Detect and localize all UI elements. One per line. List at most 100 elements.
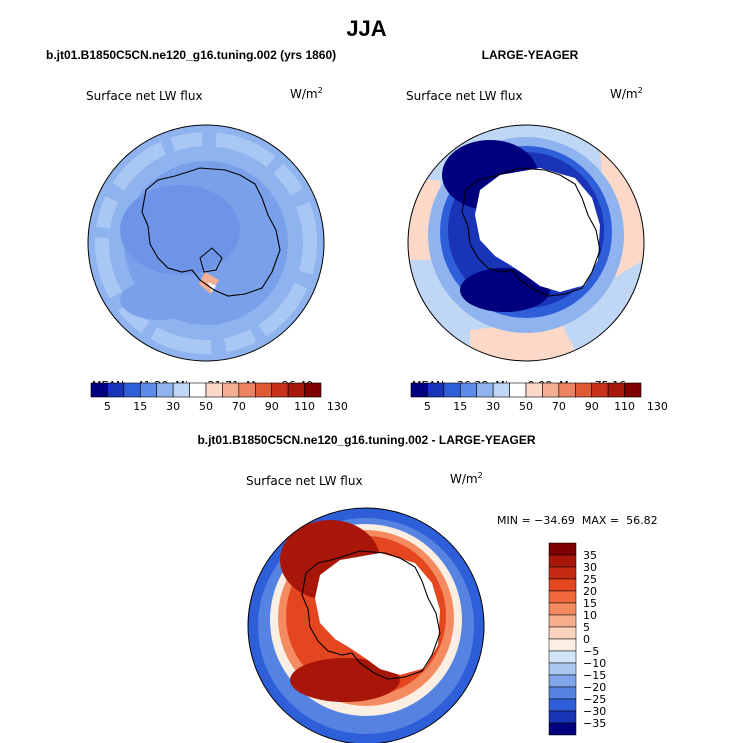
panel1-units-sup: 2 <box>317 86 323 95</box>
colorbar-swatch <box>427 382 445 398</box>
panel3-variable-label: Surface net LW flux <box>246 474 363 488</box>
colorbar-label: 130 <box>327 400 348 413</box>
colorbar-swatch <box>591 382 609 398</box>
panel3-map <box>248 508 484 743</box>
panel2-map <box>408 125 644 361</box>
panel1-map-border <box>87 124 325 362</box>
colorbar-swatch <box>123 382 141 398</box>
colorbar-swatch <box>548 722 577 736</box>
colorbar-swatch <box>287 382 305 398</box>
colorbar-swatch <box>548 662 577 676</box>
panel2-colorbar: 5 15 30 50 70 90 110 130 <box>410 382 668 413</box>
panel2-coastline <box>461 167 601 297</box>
panel2-map-border <box>407 124 645 362</box>
colorbar-swatch <box>548 614 577 628</box>
colorbar-label: 5 <box>583 621 590 634</box>
colorbar-label: −5 <box>583 645 599 658</box>
colorbar-label: −35 <box>583 717 606 730</box>
colorbar-swatch <box>107 382 125 398</box>
colorbar-swatch <box>90 382 108 398</box>
colorbar-swatch <box>410 382 428 398</box>
colorbar-swatch <box>492 382 510 398</box>
panel1-units-text: W/m <box>290 87 318 101</box>
panel1-coastline <box>141 167 281 297</box>
panel1-map <box>88 125 324 361</box>
panel3-units: W/m2 <box>450 471 483 486</box>
colorbar-swatch <box>205 382 223 398</box>
colorbar-swatch <box>476 382 494 398</box>
colorbar-swatch <box>548 554 577 568</box>
panel2-title: LARGE-YEAGER <box>481 48 579 62</box>
colorbar-label: 50 <box>519 400 533 413</box>
colorbar-label: 70 <box>232 400 246 413</box>
colorbar-label: −10 <box>583 657 606 670</box>
colorbar-swatch <box>443 382 461 398</box>
colorbar-swatch <box>238 382 256 398</box>
colorbar-label: 90 <box>265 400 279 413</box>
colorbar-swatch <box>548 686 577 700</box>
colorbar-swatch <box>254 382 273 398</box>
panel1-units: W/m2 <box>290 86 323 101</box>
colorbar-label: 0 <box>583 633 590 646</box>
colorbar-label: 70 <box>552 400 566 413</box>
colorbar-swatch <box>548 578 577 592</box>
colorbar-label: 25 <box>583 573 597 586</box>
panel3-coastline <box>301 550 441 680</box>
panel2-units-text: W/m <box>610 87 638 101</box>
colorbar-swatch <box>222 382 240 398</box>
colorbar-label: 5 <box>424 400 431 413</box>
colorbar-swatch <box>189 382 207 398</box>
colorbar-swatch <box>542 382 560 398</box>
colorbar-label: −15 <box>583 669 606 682</box>
panel2-units: W/m2 <box>610 86 643 101</box>
colorbar-label: 35 <box>583 549 597 562</box>
colorbar-swatch <box>548 542 577 556</box>
colorbar-swatch <box>304 382 322 398</box>
colorbar-label: 110 <box>614 400 635 413</box>
panel1-title: b.jt01.B1850C5CN.ne120_g16.tuning.002 (y… <box>46 48 337 62</box>
colorbar-swatch <box>548 698 577 712</box>
colorbar-swatch <box>624 382 642 398</box>
colorbar-label: 10 <box>583 609 597 622</box>
colorbar-label: 5 <box>104 400 111 413</box>
colorbar-label: 15 <box>133 400 147 413</box>
colorbar-swatch <box>548 710 577 724</box>
colorbar-label: 30 <box>486 400 500 413</box>
colorbar-swatch <box>548 590 577 604</box>
colorbar-swatch <box>558 382 576 398</box>
colorbar-swatch <box>548 602 577 616</box>
colorbar-swatch <box>156 382 174 398</box>
colorbar-label: −20 <box>583 681 606 694</box>
panel3-stats: MIN = −34.69 MAX = 56.82 <box>497 514 658 527</box>
panel2-variable-label: Surface net LW flux <box>406 89 523 103</box>
panel2-units-sup: 2 <box>637 86 643 95</box>
diff-title: b.jt01.B1850C5CN.ne120_g16.tuning.002 - … <box>197 433 536 447</box>
colorbar-swatch <box>271 382 289 398</box>
colorbar-swatch <box>574 382 593 398</box>
colorbar-swatch <box>548 638 577 652</box>
panel1-variable-label: Surface net LW flux <box>86 89 203 103</box>
panel1-colorbar: 5 15 30 50 70 90 110 130 <box>90 382 348 413</box>
panel3-units-text: W/m <box>450 472 478 486</box>
panel3-units-sup: 2 <box>477 471 483 480</box>
colorbar-swatch <box>509 382 527 398</box>
panel3-map-border <box>247 507 485 743</box>
colorbar-label: −30 <box>583 705 606 718</box>
colorbar-swatch <box>548 626 577 640</box>
colorbar-swatch <box>459 382 478 398</box>
colorbar-swatch <box>548 566 577 580</box>
colorbar-label: 130 <box>647 400 668 413</box>
colorbar-label: 50 <box>199 400 213 413</box>
colorbar-swatch <box>525 382 543 398</box>
page-title: JJA <box>346 16 387 41</box>
colorbar-label: 15 <box>453 400 467 413</box>
colorbar-swatch <box>548 650 577 664</box>
colorbar-swatch <box>139 382 158 398</box>
colorbar-label: 20 <box>583 585 597 598</box>
colorbar-label: 30 <box>583 561 597 574</box>
colorbar-label: −25 <box>583 693 606 706</box>
colorbar-swatch <box>548 674 577 688</box>
colorbar-label: 15 <box>583 597 597 610</box>
